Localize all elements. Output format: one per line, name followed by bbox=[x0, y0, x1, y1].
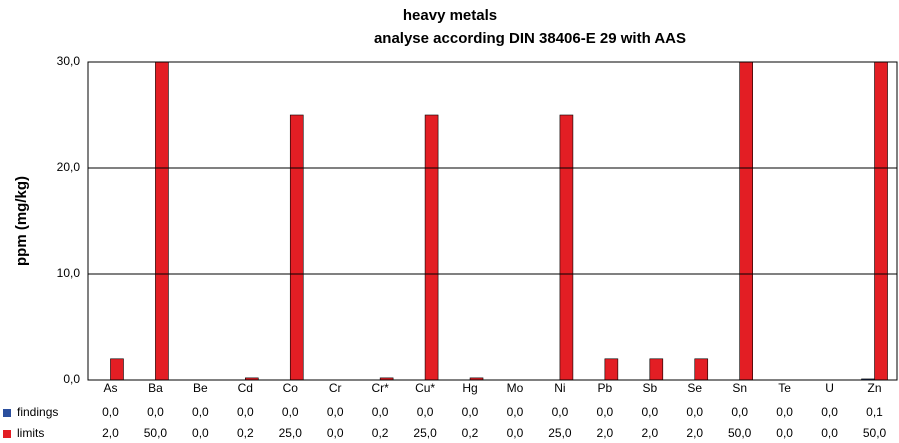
value-label: 0,0 bbox=[686, 405, 703, 419]
bar bbox=[424, 114, 439, 380]
x-tick-label: Cr bbox=[329, 381, 342, 395]
y-axis-label: ppm (mg/kg) bbox=[13, 176, 30, 266]
legend-label: findings bbox=[17, 405, 58, 419]
x-tick-label: Se bbox=[687, 381, 702, 395]
chart-title: heavy metals bbox=[403, 7, 497, 24]
x-tick-label: Cu* bbox=[415, 381, 435, 395]
plot-bars bbox=[110, 62, 888, 380]
x-tick-label: Te bbox=[778, 381, 791, 395]
value-label: 0,2 bbox=[462, 426, 479, 440]
bar bbox=[469, 377, 484, 380]
plot-frame bbox=[87, 61, 898, 381]
x-tick-label: Sb bbox=[642, 381, 657, 395]
value-label: 0,0 bbox=[641, 405, 658, 419]
x-tick-label: Ba bbox=[148, 381, 163, 395]
value-label: 25,0 bbox=[548, 426, 572, 440]
x-tick-label: Sn bbox=[732, 381, 747, 395]
value-label: 0,0 bbox=[821, 405, 838, 419]
bar bbox=[874, 62, 888, 380]
value-label: 50,0 bbox=[144, 426, 168, 440]
value-label: 0,0 bbox=[507, 405, 524, 419]
bar bbox=[694, 358, 709, 380]
value-label: 0,0 bbox=[372, 405, 389, 419]
legend-swatch bbox=[3, 430, 11, 438]
x-tick-label: Pb bbox=[598, 381, 613, 395]
x-tick-label: Zn bbox=[868, 381, 882, 395]
bar bbox=[245, 377, 259, 380]
x-tick-label: Cd bbox=[238, 381, 253, 395]
bar bbox=[649, 358, 664, 380]
value-label: 0,0 bbox=[776, 426, 793, 440]
value-label: 2,0 bbox=[641, 426, 658, 440]
value-label: 0,0 bbox=[597, 405, 614, 419]
value-label: 0,0 bbox=[821, 426, 838, 440]
value-label: 0,0 bbox=[552, 405, 569, 419]
value-label: 0,0 bbox=[417, 405, 434, 419]
value-label: 0,0 bbox=[776, 405, 793, 419]
legend-swatch bbox=[3, 409, 11, 417]
x-tick-label: Co bbox=[283, 381, 299, 395]
value-label: 0,0 bbox=[147, 405, 164, 419]
bar bbox=[379, 377, 394, 380]
value-label: 2,0 bbox=[597, 426, 614, 440]
value-label: 0,0 bbox=[327, 405, 344, 419]
value-label: 25,0 bbox=[413, 426, 437, 440]
value-label: 0,2 bbox=[372, 426, 389, 440]
chart-subtitle: analyse according DIN 38406-E 29 with AA… bbox=[374, 30, 686, 47]
x-tick-label: As bbox=[103, 381, 117, 395]
bar bbox=[604, 358, 619, 380]
value-label: 25,0 bbox=[279, 426, 303, 440]
value-label: 50,0 bbox=[728, 426, 752, 440]
value-label: 0,2 bbox=[237, 426, 254, 440]
x-tick-label: Mo bbox=[507, 381, 524, 395]
y-tick-label: 10,0 bbox=[57, 266, 81, 280]
value-label: 0,0 bbox=[327, 426, 344, 440]
x-tick-label: Ni bbox=[554, 381, 565, 395]
legend-label: limits bbox=[17, 426, 44, 440]
bar bbox=[110, 358, 124, 380]
x-tick-label: U bbox=[825, 381, 834, 395]
value-label: 0,0 bbox=[507, 426, 524, 440]
value-label: 0,0 bbox=[462, 405, 479, 419]
bar bbox=[559, 114, 574, 380]
value-label: 2,0 bbox=[102, 426, 119, 440]
x-tick-label: Be bbox=[193, 381, 208, 395]
bar bbox=[739, 62, 753, 380]
x-tick-label: Cr* bbox=[371, 381, 389, 395]
bar bbox=[289, 114, 304, 380]
value-label: 0,0 bbox=[192, 426, 209, 440]
y-tick-label: 30,0 bbox=[57, 54, 81, 68]
value-label: 0,0 bbox=[282, 405, 299, 419]
value-label: 0,0 bbox=[237, 405, 254, 419]
x-tick-label: Hg bbox=[462, 381, 477, 395]
value-label: 0,0 bbox=[731, 405, 748, 419]
value-label: 0,1 bbox=[866, 405, 883, 419]
bar bbox=[155, 62, 169, 380]
value-label: 50,0 bbox=[863, 426, 887, 440]
value-label: 0,0 bbox=[192, 405, 209, 419]
value-label: 2,0 bbox=[686, 426, 703, 440]
value-label: 0,0 bbox=[102, 405, 119, 419]
y-tick-label: 20,0 bbox=[57, 160, 81, 174]
y-tick-label: 0,0 bbox=[63, 372, 80, 386]
